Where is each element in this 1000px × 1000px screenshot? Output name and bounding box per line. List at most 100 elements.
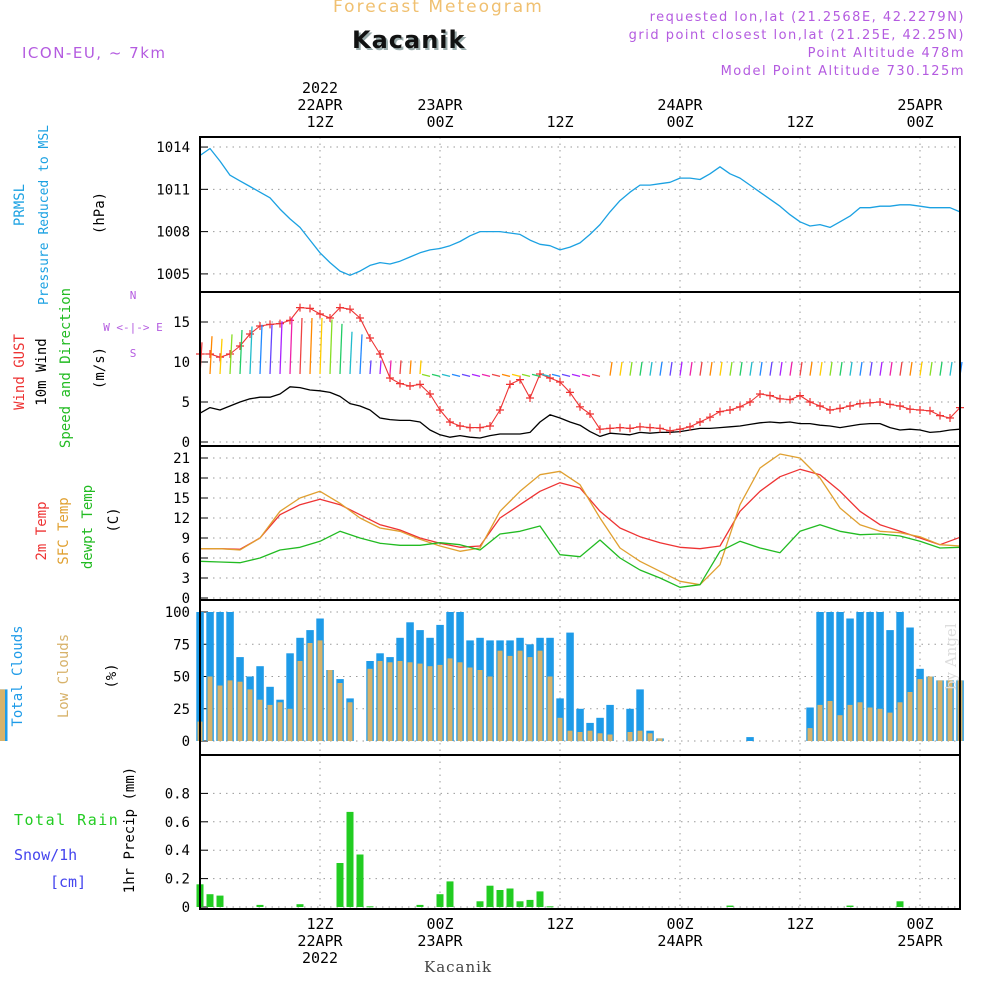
rain-bar <box>216 895 224 907</box>
gust-marker <box>666 426 674 435</box>
y-tick-label: 0 <box>182 900 190 916</box>
rain-bar <box>536 891 544 907</box>
panel-frame <box>199 445 961 601</box>
rain-bar <box>896 901 904 907</box>
y-tick-label: 21 <box>173 451 190 467</box>
gust-marker <box>216 353 224 362</box>
low-cloud-bar <box>387 662 393 741</box>
gust-marker <box>596 425 604 434</box>
wind-direction-arrow <box>679 361 683 376</box>
wind-direction-arrow <box>421 373 431 378</box>
low-cloud-bar <box>917 679 923 741</box>
top-time-label: 00Z <box>906 113 933 131</box>
model-point-altitude: Model Point Altitude 730.125m <box>720 64 965 79</box>
gust-marker <box>496 406 504 414</box>
top-time-label: 00Z <box>426 113 453 131</box>
gust-marker <box>466 423 474 432</box>
y-tick-label: 25 <box>173 702 190 718</box>
low-cloud-bar <box>527 657 533 741</box>
wind-direction-arrow <box>591 373 601 378</box>
wind-direction-arrow <box>689 361 693 376</box>
total-cloud-bar <box>566 632 574 741</box>
wind-direction-arrow <box>289 317 293 375</box>
rain-bar <box>336 863 344 907</box>
rain-bar <box>416 904 424 907</box>
rain-bar <box>486 885 494 907</box>
wind-direction-arrow <box>669 361 673 376</box>
gust-marker <box>356 314 364 322</box>
gust-marker <box>556 378 564 386</box>
gust-marker <box>786 395 794 404</box>
total-cloud-bar <box>826 612 834 741</box>
rain-bar <box>846 905 854 907</box>
low-cloud-bar <box>407 662 413 741</box>
gust-marker <box>446 418 454 426</box>
gust-marker <box>926 406 934 415</box>
gust-marker <box>836 404 844 413</box>
wind-direction-arrow <box>779 361 783 376</box>
temp-unit-label: (C) <box>106 507 122 532</box>
dewpt-temp-line <box>199 524 961 588</box>
wind-direction-side-label: Speed and Direction <box>58 288 74 448</box>
wind-direction-arrow <box>389 360 392 375</box>
point-altitude: Point Altitude 478m <box>807 46 965 61</box>
gust-marker <box>676 425 684 434</box>
bottom-time-label: 22APR <box>297 932 343 950</box>
sfc-temp-side-label: SFC Temp <box>56 497 72 564</box>
gust-marker <box>576 402 584 411</box>
gust-marker <box>206 350 214 358</box>
low-cloud-bar <box>507 655 513 741</box>
low-cloud-bar <box>557 717 563 741</box>
gust-marker <box>406 382 414 390</box>
low-cloud-bar <box>857 702 863 741</box>
gust-marker <box>886 400 894 409</box>
wind-direction-arrow <box>561 373 571 378</box>
gust-marker <box>476 423 484 432</box>
total-cloud-bar <box>886 630 894 741</box>
gust-marker <box>936 411 944 420</box>
wind-direction-arrow <box>531 373 541 378</box>
gust-marker <box>426 390 434 398</box>
clouds-unit-label: (%) <box>104 663 120 688</box>
low-cloud-bar <box>257 699 263 741</box>
pressure-line <box>199 147 961 276</box>
low-cloud-bar <box>927 676 933 741</box>
y-tick-label: 6 <box>182 551 190 567</box>
low-cloud-bar <box>887 712 893 741</box>
y-tick-label: 9 <box>182 531 190 547</box>
wind-direction-arrow <box>441 373 451 378</box>
total-cloud-bar <box>806 707 814 741</box>
rain-bar <box>356 854 364 907</box>
top-time-label: 2022 <box>302 79 338 97</box>
gust-marker <box>746 398 754 406</box>
gust-marker <box>486 422 494 430</box>
gust-marker <box>286 316 294 325</box>
total-cloud-bar <box>216 612 224 741</box>
gust-marker <box>606 424 614 433</box>
low-cloud-bar <box>467 667 473 741</box>
low-cloud-bar <box>417 663 423 741</box>
wind-direction-arrow <box>699 361 703 376</box>
gust-marker <box>756 390 764 398</box>
gust-marker <box>226 350 234 358</box>
low-cloud-bar <box>627 732 633 741</box>
watermark: by Angel <box>942 623 960 690</box>
wind-direction-arrow <box>471 373 481 378</box>
top-time-label: 23APR <box>417 96 463 114</box>
wind-direction-arrow <box>541 373 551 378</box>
wind-direction-arrow <box>521 373 531 378</box>
top-time-label: 12Z <box>546 113 573 131</box>
gust-marker <box>816 402 824 410</box>
total-cloud-bar <box>626 708 634 742</box>
gust-marker <box>516 375 524 384</box>
wind-direction-arrow <box>849 361 853 376</box>
low-cloud-bar <box>477 670 483 741</box>
wind-direction-arrow <box>451 373 461 378</box>
gust-marker <box>726 406 734 414</box>
top-time-label: 12Z <box>306 113 333 131</box>
wind-direction-arrow <box>249 326 253 375</box>
rain-bar <box>446 881 454 907</box>
gust-marker <box>866 398 874 407</box>
total-cloud-bar <box>876 612 884 741</box>
total-cloud-bar <box>896 612 904 741</box>
